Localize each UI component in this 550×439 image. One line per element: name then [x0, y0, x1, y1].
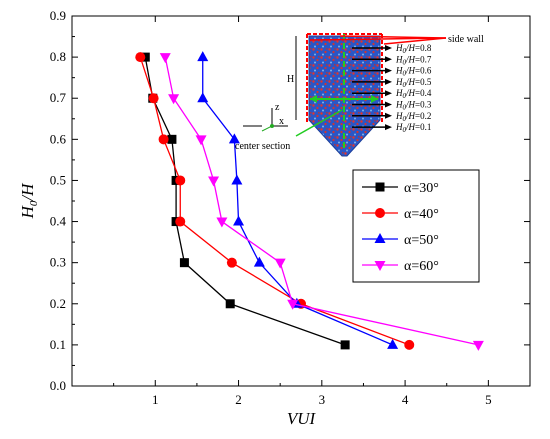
legend-marker: [374, 261, 386, 271]
axis-origin: [270, 124, 274, 128]
data-point: [228, 133, 240, 144]
legend-entry: α=60°: [404, 259, 439, 274]
data-point: [226, 257, 237, 268]
y-axis-ticks: 0.0 0.1 0.2 0.3 0.4 0.5 0.6 0.7 0.8 0.9: [50, 8, 530, 393]
x-tick-label: 2: [235, 392, 242, 407]
level-arrow-head: [385, 112, 392, 119]
y-tick-label: 0.0: [50, 378, 66, 393]
center-section-label: center section: [235, 141, 290, 152]
y-tick-label: 0.9: [50, 8, 66, 23]
data-point: [231, 174, 243, 185]
level-label: H0/H=0.1: [395, 122, 431, 134]
series-layer: [135, 51, 484, 351]
x-tick-label: 1: [152, 392, 159, 407]
y-tick-label: 0.2: [50, 296, 66, 311]
legend-entry: α=40°: [404, 207, 439, 222]
y-tick-label: 0.5: [50, 172, 66, 187]
y-tick-label: 0.7: [50, 90, 67, 105]
data-point: [197, 51, 209, 62]
inset-silo-diagram: H side wall H0/H=0.8H0/H=0.7H0/H=0.6H0/H…: [235, 33, 484, 157]
data-point: [216, 217, 228, 228]
legend-entry: α=30°: [404, 181, 439, 196]
center-section-pointer: [295, 109, 343, 137]
y-tick-label: 0.6: [50, 131, 67, 146]
level-arrow-head: [385, 90, 392, 97]
y-tick-label: 0.3: [50, 255, 66, 270]
x-axis-label: VUI: [287, 409, 317, 428]
y-tick-label: 0.1: [50, 337, 66, 352]
side-wall-label: side wall: [448, 34, 484, 45]
level-label: H0/H=0.7: [395, 54, 432, 66]
data-point: [340, 340, 350, 350]
data-point: [197, 92, 209, 103]
data-point: [175, 216, 186, 227]
data-point: [179, 258, 189, 268]
data-point: [274, 258, 286, 269]
height-label: H: [287, 74, 294, 85]
level-label: H0/H=0.8: [395, 43, 432, 55]
level-arrow-head: [385, 67, 392, 74]
data-point: [387, 338, 399, 349]
series-line: [164, 56, 479, 346]
data-point: [208, 176, 220, 187]
legend-marker: [375, 182, 385, 192]
level-arrow-head: [385, 101, 392, 108]
data-point: [287, 299, 299, 310]
legend-box: [352, 169, 480, 283]
x-tick-label: 4: [402, 392, 409, 407]
data-point: [253, 256, 265, 267]
diameter-arrow-right-head: [371, 95, 378, 103]
level-label: H0/H=0.3: [395, 100, 432, 112]
data-point: [158, 134, 169, 145]
data-point: [148, 93, 159, 104]
data-point: [472, 340, 484, 351]
legend-entry: α=50°: [404, 233, 439, 248]
level-arrow-head: [385, 78, 392, 85]
data-point: [195, 135, 207, 146]
data-point: [404, 339, 415, 350]
y-axis-label: H0/H: [18, 182, 40, 220]
axis-x-label: x: [279, 116, 284, 127]
level-arrow-head: [385, 45, 392, 51]
x-axis-ticks: 1 2 3 4 5: [113, 16, 492, 407]
data-point: [159, 53, 171, 64]
side-wall-pointer-1: [383, 37, 447, 45]
series-line: [144, 56, 346, 346]
level-label: H0/H=0.2: [395, 111, 431, 123]
data-point: [168, 94, 180, 105]
x-tick-label: 3: [319, 392, 326, 407]
level-arrow-head: [385, 124, 392, 131]
series-2: [135, 52, 415, 350]
silo-body: [308, 35, 381, 157]
level-label: H0/H=0.4: [395, 88, 432, 100]
level-arrow-head: [385, 56, 392, 63]
diameter-arrow-left-head: [310, 95, 317, 103]
series-line: [139, 56, 410, 346]
data-point: [233, 215, 245, 226]
axis-z-label: z: [275, 102, 280, 113]
legend-marker: [374, 233, 386, 243]
level-label: H0/H=0.5: [395, 77, 432, 89]
x-tick-label: 5: [485, 392, 492, 407]
series-4: [159, 53, 484, 351]
data-point: [175, 175, 186, 186]
level-label: H0/H=0.6: [395, 66, 432, 78]
legend-marker: [375, 208, 385, 218]
data-point: [225, 299, 235, 309]
data-point: [135, 52, 146, 63]
data-point: [167, 134, 177, 144]
side-wall-pointer-3: [309, 37, 447, 41]
y-tick-label: 0.8: [50, 49, 66, 64]
y-tick-label: 0.4: [50, 214, 67, 229]
legend: α=30° α=40° α=50° α=60°: [352, 169, 480, 283]
level-labels: H0/H=0.8H0/H=0.7H0/H=0.6H0/H=0.5H0/H=0.4…: [352, 43, 432, 134]
